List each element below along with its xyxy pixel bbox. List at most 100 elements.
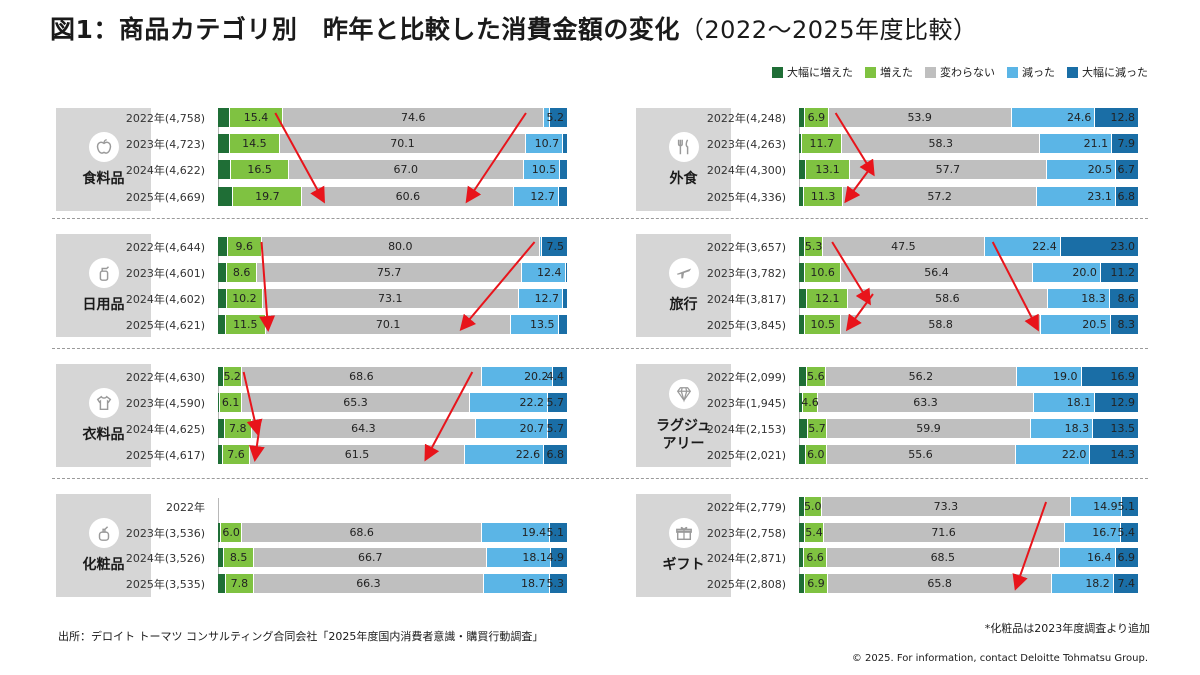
chart-legend: 大幅に増えた 増えた 変わらない 減った 大幅に減った: [772, 64, 1148, 80]
copyright: © 2025. For information, contact Deloitt…: [851, 653, 1148, 664]
data-label: 5.2: [546, 111, 564, 124]
category-name: 衣料品: [82, 426, 125, 443]
data-label: 14.9: [1093, 500, 1118, 513]
stacked-bar: 5.3 47.5 22.4 23.0: [799, 237, 1139, 256]
row-label: 2022年(4,758): [125, 112, 205, 125]
row-label: 2022年(3,657): [706, 241, 786, 254]
bar-segment: [799, 419, 808, 438]
bar-segment: [218, 187, 234, 206]
bar-segment: [544, 108, 550, 127]
gift-icon: [668, 517, 699, 548]
stacked-bar: 19.7 60.6 12.7: [218, 187, 568, 206]
row-label: 2022年(4,630): [125, 371, 205, 384]
data-label: 12.7: [534, 292, 560, 305]
axis-line: [799, 368, 800, 462]
bar-segment: 5.7: [546, 393, 568, 412]
bar-segment: 14.9: [1070, 497, 1122, 516]
legend-label: 大幅に増えた: [787, 66, 853, 79]
bar-segment: 19.0: [1016, 367, 1082, 386]
data-label: 24.6: [1066, 111, 1092, 124]
bar-segment: 18.1: [487, 548, 551, 567]
row-label: 2024年(2,153): [706, 423, 786, 436]
legend-item: 大幅に増えた: [772, 64, 853, 80]
stacked-bar: 16.5 67.0 10.5: [218, 160, 568, 179]
bar-segment: 66.3: [253, 574, 485, 593]
bar-segment: 18.7: [484, 574, 550, 593]
footnote: *化粧品は2023年度調査より追加: [984, 622, 1150, 635]
data-label: 7.8: [230, 577, 249, 590]
row-label: 2025年(4,617): [125, 449, 205, 462]
data-label: 4.4: [546, 370, 564, 383]
legend-item: 大幅に減った: [1067, 64, 1148, 80]
data-label: 6.9: [1117, 551, 1135, 564]
legend-label: 減った: [1022, 66, 1055, 79]
data-label: 6.8: [1117, 190, 1135, 203]
bar-segment: 5.7: [807, 419, 828, 438]
bar-segment: [218, 134, 230, 153]
data-label: 5.0: [804, 500, 822, 513]
data-label: 5.4: [805, 526, 823, 539]
stacked-bar: 10.2 73.1 12.7: [218, 289, 568, 308]
bar-segment: 12.4: [522, 263, 566, 282]
bar-segment: 13.1: [805, 160, 851, 179]
bar-segment: [560, 160, 568, 179]
bar-segment: 5.0: [804, 497, 822, 516]
category-name: 食料品: [82, 170, 125, 187]
bar-segment: 5.6: [806, 367, 826, 386]
data-label: 18.1: [1066, 396, 1092, 409]
data-label: 9.6: [235, 240, 254, 253]
row-label: 2025年(2,021): [706, 449, 786, 462]
row-label: 2024年(4,300): [706, 164, 786, 177]
data-label: 10.7: [534, 137, 560, 150]
bar-segment: 47.5: [823, 237, 985, 256]
bar-segment: 18.2: [1051, 574, 1114, 593]
data-label: 6.7: [1117, 163, 1135, 176]
bar-segment: [218, 315, 226, 334]
row-label: 2022年(2,779): [706, 501, 786, 514]
data-label: 13.1: [815, 163, 840, 176]
bar-segment: 63.3: [818, 393, 1034, 412]
data-label: 11.3: [810, 190, 836, 203]
data-label: 22.6: [515, 448, 541, 461]
data-label: 10.6: [810, 266, 835, 279]
data-label: 56.2: [908, 370, 934, 383]
bar-segment: 8.3: [1110, 315, 1139, 334]
stacked-bar: 6.6 68.5 16.4 6.9: [799, 548, 1139, 567]
bar-segment: 65.3: [241, 393, 471, 412]
row-label: 2024年(4,622): [125, 164, 205, 177]
data-label: 19.4: [521, 526, 547, 539]
bar-segment: 6.0: [806, 445, 827, 464]
perfume-icon: [88, 517, 119, 548]
data-label: 71.6: [931, 526, 956, 539]
stacked-bar: 5.6 56.2 19.0 16.9: [799, 367, 1139, 386]
legend-swatch: [1067, 66, 1078, 78]
bar-segment: [218, 574, 227, 593]
data-label: 5.2: [223, 370, 241, 383]
stacked-bar: 7.6 61.5 22.6 6.8: [218, 445, 568, 464]
data-label: 12.9: [1110, 396, 1135, 409]
stacked-bar: 5.2 68.6 20.2 4.4: [218, 367, 568, 386]
legend-label: 大幅に減った: [1082, 66, 1148, 79]
bar-segment: 4.9: [546, 548, 568, 567]
data-label: 57.7: [935, 163, 961, 176]
bar-segment: 20.5: [1046, 160, 1117, 179]
data-label: 16.4: [1087, 551, 1112, 564]
row-label: 2023年(4,263): [706, 138, 786, 151]
category-box: 旅行: [636, 234, 731, 337]
data-label: 15.4: [243, 111, 269, 124]
bar-segment: 16.9: [1081, 367, 1139, 386]
bar-segment: 5.7: [546, 419, 568, 438]
legend-label: 増えた: [880, 66, 913, 79]
stacked-bar: 9.6 80.0 7.5: [218, 237, 568, 256]
bar-segment: 6.6: [804, 548, 827, 567]
row-label: 2024年(4,625): [125, 423, 205, 436]
bar-segment: [563, 134, 568, 153]
bar-segment: [799, 134, 803, 153]
data-label: 18.1: [522, 551, 547, 564]
bar-segment: 68.5: [826, 548, 1060, 567]
data-label: 7.9: [1117, 137, 1135, 150]
bar-segment: 21.1: [1040, 134, 1113, 153]
bar-segment: 6.9: [1115, 548, 1139, 567]
bar-segment: 67.0: [289, 160, 524, 179]
axis-line: [218, 238, 219, 332]
